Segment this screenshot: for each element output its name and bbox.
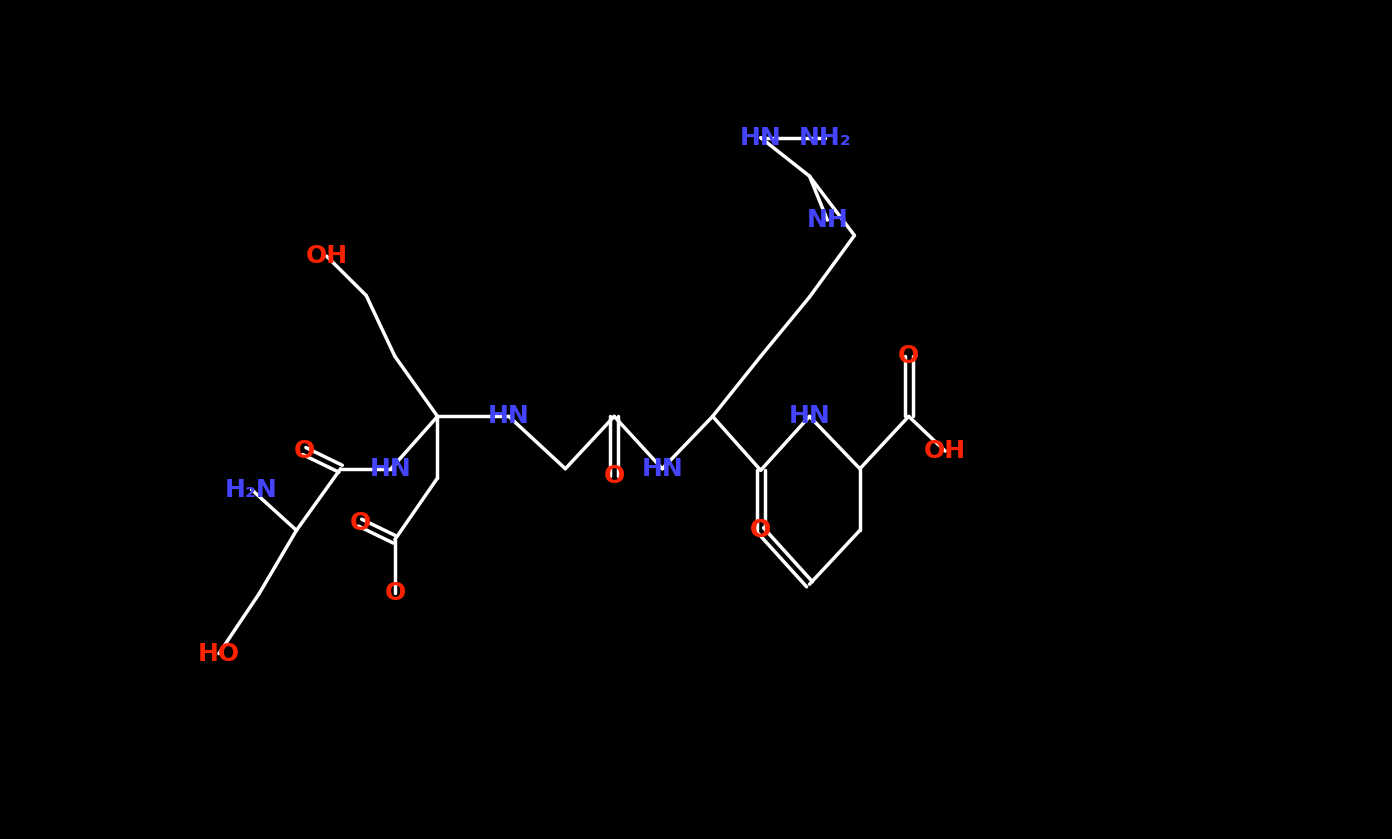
Text: HN: HN: [739, 126, 781, 149]
Text: HN: HN: [642, 456, 683, 481]
Text: OH: OH: [306, 244, 348, 268]
Text: O: O: [750, 519, 771, 542]
Text: H₂N: H₂N: [226, 477, 278, 502]
Text: HO: HO: [198, 642, 239, 665]
Text: O: O: [384, 581, 405, 606]
Text: NH: NH: [806, 208, 848, 232]
Text: NH₂: NH₂: [799, 126, 852, 149]
Text: O: O: [294, 439, 315, 463]
Text: O: O: [898, 344, 919, 368]
Text: OH: OH: [924, 439, 966, 463]
Text: HN: HN: [489, 404, 530, 429]
Text: O: O: [604, 465, 625, 488]
Text: HN: HN: [789, 404, 831, 429]
Text: O: O: [750, 519, 771, 542]
Text: O: O: [349, 511, 370, 534]
Text: HN: HN: [370, 456, 412, 481]
